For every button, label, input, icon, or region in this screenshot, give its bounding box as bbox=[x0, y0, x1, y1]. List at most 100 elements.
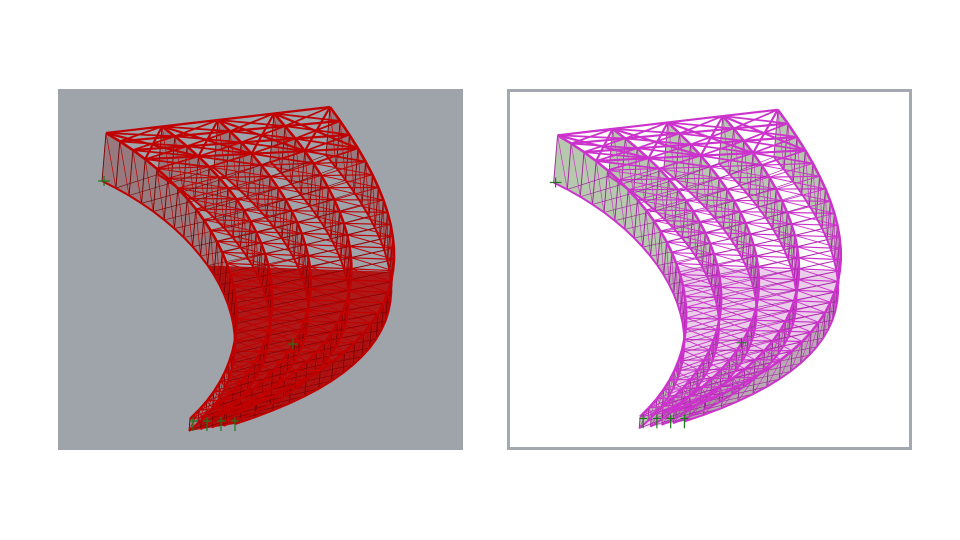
end-x-brace bbox=[273, 112, 359, 150]
cross-beam bbox=[105, 125, 163, 135]
cross-beam bbox=[145, 155, 199, 161]
bottom-x-brace bbox=[795, 281, 838, 291]
web-diagonal bbox=[786, 212, 789, 260]
bottom-x-brace bbox=[232, 227, 275, 239]
cross-beam bbox=[206, 399, 224, 402]
cross-beam bbox=[690, 139, 744, 146]
cross-beam bbox=[752, 149, 806, 155]
cross-beam bbox=[272, 308, 308, 312]
top-x-brace bbox=[710, 166, 770, 178]
top-chord bbox=[673, 115, 801, 413]
top-x-brace bbox=[743, 139, 806, 152]
top-x-brace bbox=[309, 299, 343, 313]
top-x-brace bbox=[721, 297, 756, 311]
cross-beam bbox=[710, 242, 754, 246]
web-vertical bbox=[375, 313, 379, 340]
web-vertical bbox=[200, 219, 205, 257]
cross-beam bbox=[686, 306, 721, 310]
bottom-x-brace bbox=[716, 297, 756, 306]
top-x-brace bbox=[236, 318, 269, 332]
top-x-brace bbox=[686, 317, 718, 331]
cross-beam bbox=[273, 105, 331, 115]
bottom-x-brace bbox=[673, 286, 712, 295]
cross-beam bbox=[596, 157, 649, 163]
bottom-x-brace bbox=[730, 228, 773, 240]
web-vertical bbox=[642, 209, 647, 248]
cross-beam bbox=[132, 145, 188, 152]
cross-beam bbox=[679, 273, 720, 277]
web-vertical bbox=[696, 221, 700, 258]
cross-beam bbox=[720, 307, 756, 311]
web-diagonal bbox=[607, 170, 616, 221]
bottom-x-brace bbox=[642, 238, 683, 248]
bottom-x-brace bbox=[682, 314, 719, 324]
web-diagonal bbox=[197, 400, 208, 424]
web-vertical bbox=[624, 189, 629, 230]
bottom-x-brace bbox=[268, 298, 308, 307]
web-diagonal bbox=[812, 163, 817, 218]
web-diagonal bbox=[375, 302, 384, 340]
cross-beam bbox=[658, 166, 711, 170]
web-vertical bbox=[128, 150, 134, 196]
cross-beam bbox=[272, 297, 310, 301]
cross-beam bbox=[753, 244, 798, 248]
web-vertical bbox=[219, 252, 223, 285]
cross-beam bbox=[270, 275, 311, 279]
cross-beam bbox=[291, 210, 340, 213]
web-vertical bbox=[772, 189, 777, 229]
web-vertical bbox=[621, 138, 626, 185]
web-vertical bbox=[352, 342, 356, 366]
bottom-x-brace bbox=[718, 393, 754, 403]
top-x-brace bbox=[339, 211, 391, 225]
bottom-x-brace bbox=[796, 291, 839, 300]
web-vertical bbox=[361, 333, 365, 357]
web-diagonal bbox=[739, 211, 743, 259]
top-x-brace bbox=[679, 273, 721, 288]
cross-beam bbox=[717, 264, 759, 268]
bottom-x-brace bbox=[755, 289, 796, 299]
top-x-brace bbox=[685, 199, 741, 213]
web-vertical bbox=[677, 274, 681, 304]
web-diagonal bbox=[156, 168, 165, 220]
web-vertical bbox=[380, 302, 385, 331]
web-diagonal bbox=[119, 141, 130, 196]
top-x-brace bbox=[713, 253, 759, 268]
web-diagonal bbox=[752, 152, 759, 208]
web-vertical bbox=[833, 225, 838, 262]
bottom-x-brace bbox=[205, 197, 248, 210]
bottom-x-brace bbox=[262, 278, 303, 287]
bottom-x-brace bbox=[247, 183, 292, 199]
bottom-x-brace bbox=[741, 354, 778, 363]
bottom-x-brace bbox=[340, 330, 382, 339]
cross-beam bbox=[304, 147, 359, 153]
web-diagonal bbox=[733, 128, 741, 186]
bottom-x-brace bbox=[683, 324, 720, 334]
bottom-x-brace bbox=[292, 355, 331, 365]
bottom-x-brace bbox=[753, 279, 795, 289]
cross-beam bbox=[241, 137, 296, 144]
bottom-x-brace bbox=[346, 271, 390, 281]
web-vertical bbox=[822, 312, 826, 339]
end-x-brace bbox=[612, 127, 702, 157]
web-vertical bbox=[746, 233, 751, 269]
bottom-x-brace bbox=[329, 347, 370, 357]
bottom-chord bbox=[101, 180, 236, 432]
bottom-x-brace bbox=[230, 363, 264, 373]
web-vertical bbox=[792, 136, 798, 182]
bottom-x-brace bbox=[718, 316, 757, 326]
web-vertical bbox=[325, 106, 331, 156]
top-x-brace bbox=[791, 223, 840, 238]
web-vertical bbox=[579, 152, 585, 197]
top-x-brace bbox=[618, 179, 678, 190]
bottom-x-brace bbox=[657, 257, 697, 266]
cross-beam bbox=[772, 340, 803, 343]
cross-beam bbox=[625, 132, 680, 140]
bottom-x-brace bbox=[340, 249, 385, 261]
web-diagonal bbox=[699, 221, 703, 268]
web-diagonal bbox=[766, 359, 782, 387]
web-vertical bbox=[603, 170, 608, 213]
bottom-x-brace bbox=[192, 237, 234, 247]
web-vertical bbox=[787, 311, 791, 337]
bottom-x-brace bbox=[706, 196, 750, 210]
top-x-brace bbox=[304, 320, 333, 333]
